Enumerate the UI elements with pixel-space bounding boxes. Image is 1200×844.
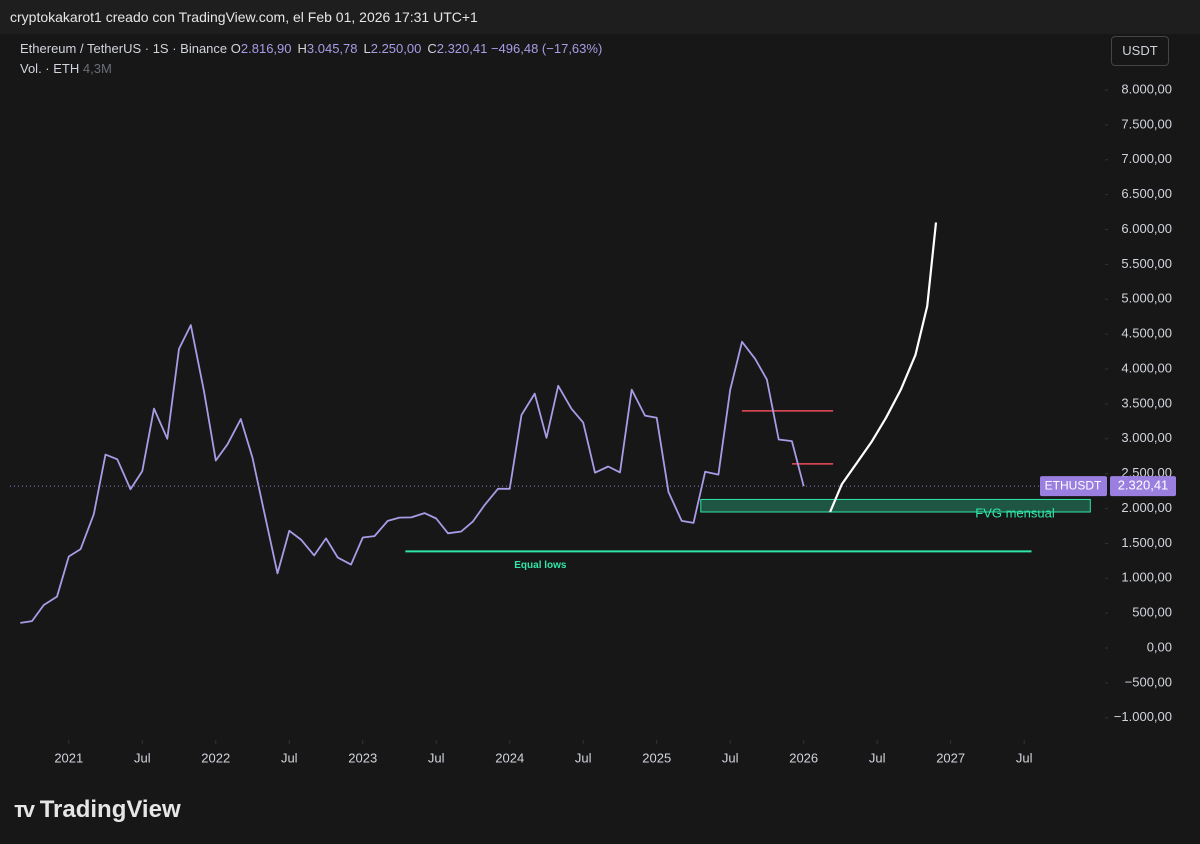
ohlc-key: C [427, 41, 437, 56]
y-tick-label: 6.000,00 [1121, 221, 1172, 236]
x-tick-label: Jul [1016, 750, 1033, 765]
x-tick-label: Jul [575, 750, 592, 765]
x-tick-label: Jul [869, 750, 886, 765]
y-tick-label: 7.000,00 [1121, 151, 1172, 166]
x-tick-label: 2027 [936, 750, 965, 765]
fvg-zone [700, 498, 1091, 513]
x-tick-label: Jul [134, 750, 151, 765]
annotation-label: Equal lows [514, 560, 567, 571]
projection-line [829, 222, 938, 513]
y-tick-label: 1.000,00 [1121, 570, 1172, 585]
x-tick-label: 2022 [201, 750, 230, 765]
x-tick-label: 2025 [642, 750, 671, 765]
y-tick-label: 1.500,00 [1121, 535, 1172, 550]
ohlc-key: H [297, 41, 307, 56]
y-tick-label: 5.500,00 [1121, 256, 1172, 271]
symbol-tag-label: ETHUSDT [1045, 478, 1102, 492]
y-tick-label: 8.000,00 [1121, 81, 1172, 96]
y-tick-label: 4.000,00 [1121, 360, 1172, 375]
ohlc-value: 2.320,41 [436, 41, 488, 56]
x-tick-label: 2024 [495, 750, 524, 765]
volume-value: 4,3M [82, 61, 112, 76]
ohlc-key: L [363, 41, 371, 56]
ohlc: O2.816,90 H3.045,78 L2.250,00 C2.320,41 [231, 41, 488, 56]
price-tag-label: 2.320,41 [1118, 478, 1169, 493]
price-line [20, 324, 805, 624]
chart: 8.000,00 7.500,00 7.000,00 6.500,00 6.000,00… [10, 81, 1176, 765]
y-tick-label: −500,00 [1125, 674, 1172, 689]
volume-label: Vol. · ETH [20, 61, 80, 76]
volume-legend: Vol. · ETH 4,3M [20, 61, 112, 76]
y-tick-label: 4.500,00 [1121, 326, 1172, 341]
change: −496,48 (−17,63%) [490, 41, 603, 56]
currency-button[interactable]: USDT [1111, 36, 1169, 66]
y-tick-label: −1.000,00 [1114, 709, 1172, 724]
ohlc-value: 3.045,78 [306, 41, 358, 56]
top-bar [0, 0, 1200, 34]
legend: Ethereum / TetherUS · 1S · Binance O2.81… [20, 41, 602, 56]
y-tick-label: 7.500,00 [1121, 116, 1172, 131]
y-tick-label: 6.500,00 [1121, 186, 1172, 201]
price-tag [1110, 476, 1176, 497]
x-tick-label: 2026 [789, 750, 818, 765]
y-tick-label: 5.000,00 [1121, 291, 1172, 306]
y-tick-label: 500,00 [1132, 605, 1172, 620]
symbol-tag [1040, 476, 1107, 497]
ohlc-value: 2.816,90 [240, 41, 292, 56]
logo-icon: ᴛᴠ [14, 797, 35, 822]
y-tick-label: 2.000,00 [1121, 500, 1172, 515]
y-tick-label: 3.000,00 [1121, 430, 1172, 445]
ohlc-key: O [230, 41, 241, 56]
x-tick-label: 2021 [54, 750, 83, 765]
ohlc-value: 2.250,00 [370, 41, 422, 56]
x-tick-label: Jul [281, 750, 298, 765]
logo-text: TradingView [39, 796, 181, 823]
fvg-label: FVG mensual [975, 505, 1055, 520]
y-tick-label: 3.500,00 [1121, 395, 1172, 410]
x-tick-label: Jul [722, 750, 739, 765]
y-tick-label: 0,00 [1147, 639, 1172, 654]
x-tick-label: 2023 [348, 750, 377, 765]
caption: cryptokakarot1 creado con TradingView.co… [10, 9, 478, 25]
symbol: Ethereum / TetherUS · 1S · Binance [20, 41, 228, 56]
x-tick-label: Jul [428, 750, 445, 765]
logo: ᴛᴠ TradingView [14, 796, 181, 824]
